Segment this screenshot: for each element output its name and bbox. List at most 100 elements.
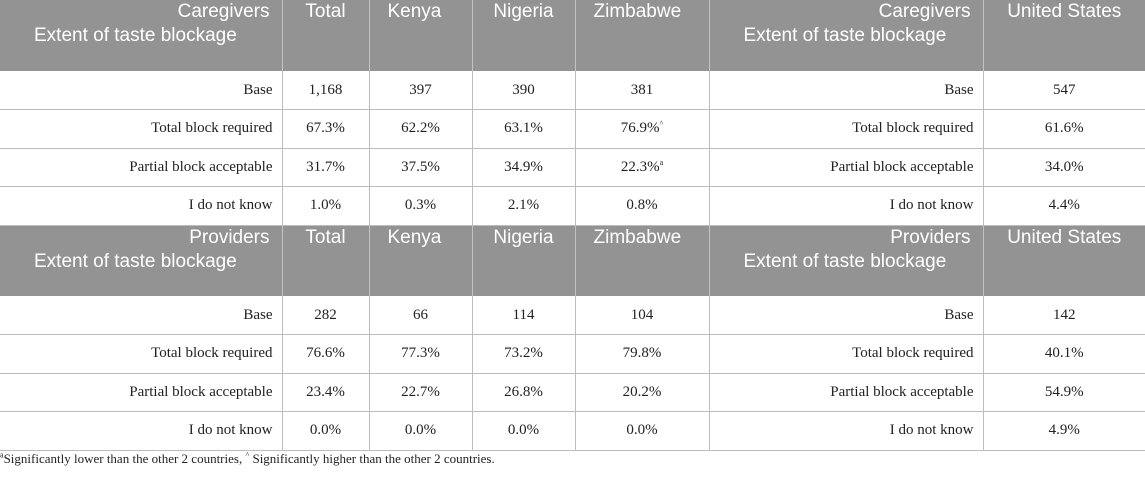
cell-nigeria-value: 26.8% <box>504 383 543 400</box>
cell-kenya: 37.5% <box>369 148 473 187</box>
cell-kenya-value: 0.3% <box>404 197 437 214</box>
cell-united-states: 40.1% <box>983 334 1145 374</box>
cell-kenya-value: 62.2% <box>401 120 440 137</box>
cell-united-states: 4.4% <box>983 186 1145 226</box>
cell-total: 0.0% <box>282 411 370 451</box>
cell-zimbabwe: 381 <box>575 71 710 110</box>
row-label-us-value: Base <box>944 306 974 323</box>
row-label: I do not know <box>0 186 283 226</box>
cell-nigeria-value: 0.0% <box>507 422 540 439</box>
header-group-label: Caregivers <box>878 1 971 22</box>
header-label-cell: Caregivers Extent of taste blockage <box>0 0 283 71</box>
row-label-us: I do not know <box>709 411 984 451</box>
header-group-label: Providers <box>890 226 971 248</box>
table-row: Total block required 76.6% 77.3% 73.2% 79.8%… <box>0 334 1145 374</box>
cell-united-states-value: 61.6% <box>1044 120 1084 137</box>
cell-kenya: 0.3% <box>369 186 473 226</box>
row-label-value: Partial block acceptable <box>129 383 273 400</box>
column-header-kenya: Kenya <box>369 0 473 71</box>
row-label: Partial block acceptable <box>0 148 283 187</box>
cell-nigeria: 390 <box>472 71 576 110</box>
table-row: I do not know 0.0% 0.0% 0.0% 0.0% I do not kn… <box>0 411 1145 451</box>
row-label: Base <box>0 296 283 335</box>
row-label: I do not know <box>0 411 283 451</box>
cell-nigeria: 2.1% <box>472 186 576 226</box>
header-measure-label: Extent of taste blockage <box>743 25 947 46</box>
cell-zimbabwe-value: 0.8% <box>626 197 658 214</box>
table-row: Total block required 67.3% 62.2% 63.1% 76.9%… <box>0 109 1145 149</box>
cell-united-states-value: 54.9% <box>1044 383 1084 400</box>
cell-kenya: 0.0% <box>369 411 473 451</box>
cell-united-states: 142 <box>983 296 1145 335</box>
cell-united-states-value: 547 <box>1053 81 1076 98</box>
cell-kenya: 62.2% <box>369 109 473 149</box>
row-label-us: Base <box>709 296 984 335</box>
row-label-us: I do not know <box>709 186 984 226</box>
cell-zimbabwe: 104 <box>575 296 710 335</box>
cell-united-states: 61.6% <box>983 109 1145 149</box>
row-label-us-value: Partial block acceptable <box>830 383 974 400</box>
row-label: Total block required <box>0 334 283 374</box>
header-measure-label: Extent of taste blockage <box>34 250 237 272</box>
cell-nigeria: 114 <box>472 296 576 335</box>
cell-zimbabwe: 20.2% <box>575 373 710 412</box>
row-label-value: Total block required <box>151 120 273 137</box>
row-label-us-value: Total block required <box>852 345 974 362</box>
cell-zimbabwe: 76.9%^ <box>575 109 710 149</box>
significance-mark: ^ <box>659 119 664 129</box>
cell-total-value: 282 <box>314 306 337 323</box>
row-label-us: Partial block acceptable <box>709 373 984 412</box>
row-label: Total block required <box>0 109 283 149</box>
cell-total-value: 76.6% <box>306 345 345 362</box>
cell-zimbabwe-value: 381 <box>630 81 654 98</box>
header-measure-label: Extent of taste blockage <box>743 250 947 272</box>
row-label: Base <box>0 71 283 110</box>
column-header-total: Total <box>282 0 370 71</box>
row-label-us-value: Base <box>944 81 974 98</box>
header-label-cell-us: Providers Extent of taste blockage <box>709 225 984 296</box>
cell-total: 1,168 <box>282 71 370 110</box>
column-header-total: Total <box>282 225 370 296</box>
footnote-mark-higher: ^ <box>245 450 250 460</box>
row-label-value: Total block required <box>151 345 273 362</box>
cell-nigeria: 63.1% <box>472 109 576 149</box>
cell-kenya-value: 0.0% <box>404 422 437 439</box>
cell-united-states: 54.9% <box>983 373 1145 412</box>
cell-nigeria-value: 114 <box>512 306 535 323</box>
column-header-nigeria: Nigeria <box>472 0 576 71</box>
cell-kenya-value: 397 <box>409 81 432 98</box>
cell-zimbabwe-value: 20.2% <box>622 383 662 400</box>
cell-united-states-value: 4.4% <box>1048 197 1080 214</box>
row-label-value: Partial block acceptable <box>129 158 273 175</box>
cell-united-states-value: 40.1% <box>1044 345 1084 362</box>
header-measure-label: Extent of taste blockage <box>34 25 237 46</box>
cell-nigeria: 0.0% <box>472 411 576 451</box>
cell-nigeria-value: 34.9% <box>504 158 543 175</box>
section-header-row: Providers Extent of taste blockage Total Ke… <box>0 225 1145 296</box>
cell-nigeria: 73.2% <box>472 334 576 374</box>
row-label-us: Partial block acceptable <box>709 148 984 187</box>
table-row: I do not know 1.0% 0.3% 2.1% 0.8% I do not kn… <box>0 186 1145 226</box>
cell-total-value: 31.7% <box>306 158 345 175</box>
footnote-mark-lower: a <box>0 450 4 460</box>
row-label-value: I do not know <box>188 197 273 214</box>
cell-kenya: 77.3% <box>369 334 473 374</box>
row-label-value: Base <box>243 81 273 98</box>
cell-total-value: 67.3% <box>306 120 345 137</box>
footnote-text-higher: Significantly higher than the other 2 co… <box>249 451 495 466</box>
taste-blockage-table: Caregivers Extent of taste blockage Total K… <box>0 0 1145 451</box>
cell-kenya: 397 <box>369 71 473 110</box>
row-label-us-value: I do not know <box>889 422 974 439</box>
cell-total-value: 0.0% <box>309 422 342 439</box>
column-header-united-states: United States <box>983 0 1145 71</box>
header-group-label: Providers <box>189 226 270 248</box>
cell-zimbabwe: 22.3%a <box>575 148 710 187</box>
table-row: Partial block acceptable 23.4% 22.7% 26.8% 2… <box>0 373 1145 412</box>
cell-zimbabwe-value: 79.8% <box>622 345 662 362</box>
table-footnote: aSignificantly lower than the other 2 co… <box>0 451 495 467</box>
column-header-zimbabwe: Zimbabwe <box>575 0 710 71</box>
cell-kenya-value: 66 <box>413 306 428 323</box>
row-label-value: Base <box>243 306 273 323</box>
cell-kenya: 22.7% <box>369 373 473 412</box>
header-label-cell: Providers Extent of taste blockage <box>0 225 283 296</box>
